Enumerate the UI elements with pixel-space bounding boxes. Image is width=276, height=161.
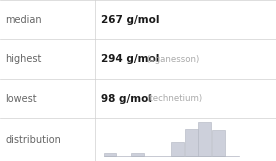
- Text: (technetium): (technetium): [146, 94, 202, 103]
- Bar: [104, 153, 116, 156]
- Text: (oganesson): (oganesson): [146, 55, 200, 64]
- Text: distribution: distribution: [6, 135, 61, 145]
- Text: median: median: [6, 15, 42, 25]
- Text: lowest: lowest: [6, 94, 37, 104]
- Bar: [171, 142, 184, 156]
- Bar: [212, 130, 225, 156]
- Text: highest: highest: [6, 54, 42, 64]
- Text: 294 g/mol: 294 g/mol: [101, 54, 159, 64]
- Text: 267 g/mol: 267 g/mol: [101, 15, 159, 25]
- Bar: [131, 153, 144, 156]
- Text: 98 g/mol: 98 g/mol: [101, 94, 152, 104]
- Bar: [198, 122, 211, 156]
- Bar: [185, 129, 198, 156]
